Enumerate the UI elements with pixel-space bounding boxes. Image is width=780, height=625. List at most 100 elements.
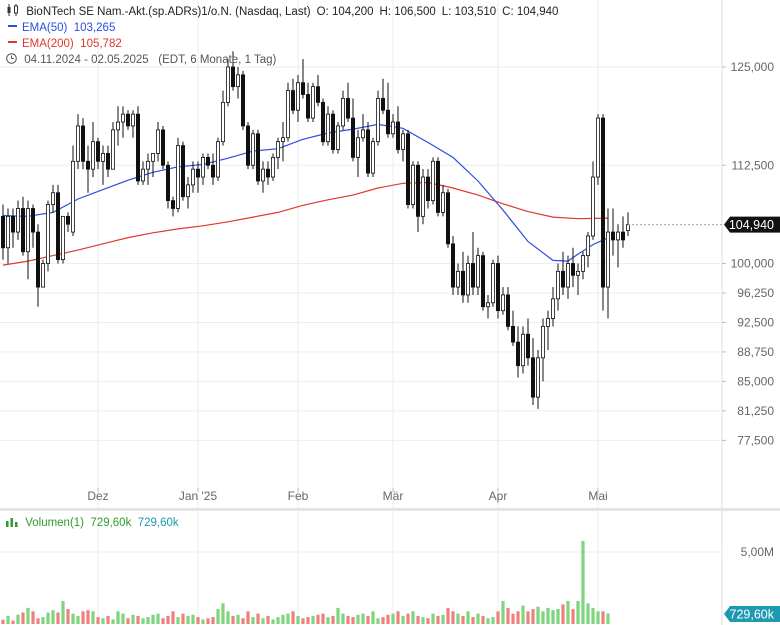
- candle: [330, 110, 335, 154]
- y-tick-label: 88,750: [737, 345, 774, 359]
- volume-bar: [431, 613, 435, 624]
- volume-bar: [181, 613, 185, 624]
- candle-body: [61, 215, 66, 260]
- candle: [205, 153, 210, 170]
- volume-bar: [551, 610, 555, 624]
- volume-bar: [326, 617, 330, 624]
- volume-bar: [496, 611, 500, 624]
- volume-bar: [461, 615, 465, 624]
- volume-bar: [236, 614, 240, 624]
- ema50-legend[interactable]: EMA(50) 103,265: [6, 21, 115, 36]
- candle: [300, 59, 305, 99]
- candle: [225, 59, 230, 107]
- candle: [405, 129, 410, 209]
- candle: [385, 82, 390, 138]
- candle-body: [295, 82, 300, 111]
- candle: [250, 129, 255, 170]
- candle-body: [526, 333, 531, 359]
- volume-bar: [356, 614, 360, 624]
- candle: [350, 98, 355, 162]
- candle-body: [300, 82, 305, 95]
- candle: [265, 161, 270, 185]
- candle-body: [415, 164, 420, 217]
- candle: [465, 255, 470, 303]
- candle: [561, 251, 566, 295]
- candle: [66, 212, 71, 233]
- candle-body: [280, 137, 285, 143]
- candle-body: [320, 101, 325, 143]
- candle: [355, 129, 360, 178]
- candle-body: [71, 160, 76, 233]
- volume-bar: [531, 609, 535, 624]
- volume-bar: [26, 607, 30, 624]
- candle: [480, 251, 485, 311]
- volume-bar: [251, 617, 255, 624]
- volume-bar: [581, 541, 585, 624]
- candle: [380, 78, 385, 115]
- date-range-text: 04.11.2024 - 02.05.2025: [24, 54, 149, 66]
- candle-body: [260, 168, 265, 182]
- volume-bar: [296, 615, 300, 624]
- volume-bar: [276, 617, 280, 624]
- candle-body: [0, 215, 6, 249]
- volume-bar: [391, 613, 395, 624]
- volume-value: 729,60k: [90, 517, 132, 529]
- candle-body: [116, 121, 121, 131]
- volume-bar: [366, 615, 370, 624]
- candle-body: [96, 141, 101, 162]
- volume-bar: [281, 614, 285, 624]
- candle-body: [490, 263, 495, 304]
- volume-bar: [41, 617, 45, 624]
- candle: [536, 349, 541, 409]
- candle: [0, 204, 6, 260]
- candle-body: [30, 208, 35, 233]
- candle: [360, 114, 365, 142]
- candle-body: [86, 160, 91, 170]
- volume-bar: [561, 604, 565, 624]
- close-value: C: 104,940: [502, 6, 559, 18]
- candle-body: [106, 153, 111, 170]
- volume-bar: [316, 614, 320, 624]
- candle-body: [200, 156, 205, 178]
- candle-body: [541, 325, 546, 359]
- candle-body: [340, 98, 345, 127]
- volume-bar: [16, 614, 20, 624]
- candle: [260, 161, 265, 193]
- candle-body: [505, 294, 510, 327]
- candle-body: [220, 101, 225, 143]
- candle: [30, 204, 35, 248]
- candle-body: [566, 263, 571, 288]
- volume-bar: [141, 618, 145, 624]
- volume-bar: [351, 617, 355, 624]
- volume-bar: [336, 607, 340, 624]
- volume-bar: [441, 614, 445, 624]
- x-tick-label: Dez: [87, 489, 108, 503]
- volume-bar: [466, 611, 470, 624]
- volume-bar: [221, 603, 225, 624]
- x-tick-label: Feb: [288, 489, 309, 503]
- candle: [230, 51, 235, 91]
- candle: [130, 110, 135, 138]
- candle: [215, 137, 220, 181]
- volume-bar: [206, 618, 210, 624]
- volume-bar: [601, 611, 605, 624]
- candle: [46, 200, 51, 272]
- volume-bar: [261, 618, 265, 624]
- candle: [505, 287, 510, 331]
- candle: [395, 106, 400, 154]
- ema200-legend[interactable]: EMA(200) 105,782: [6, 37, 122, 52]
- candle-body: [81, 125, 86, 162]
- candle: [116, 106, 121, 146]
- candle: [81, 118, 86, 170]
- candle-body: [380, 98, 385, 111]
- candle: [126, 110, 131, 130]
- candle: [455, 263, 460, 295]
- volume-bar: [471, 617, 475, 624]
- volume-bar: [446, 607, 450, 624]
- candle: [245, 122, 250, 170]
- candle: [15, 200, 20, 240]
- candle: [410, 161, 415, 209]
- candle: [290, 78, 295, 115]
- ema50-value: 103,265: [73, 22, 116, 34]
- candle: [500, 287, 505, 315]
